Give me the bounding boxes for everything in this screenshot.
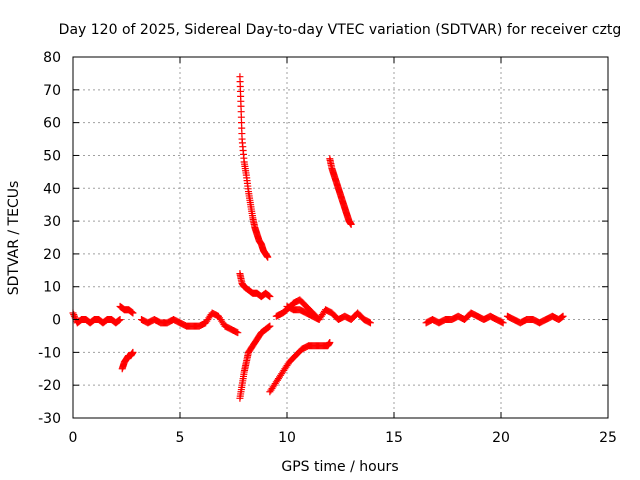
data-point [347, 220, 355, 228]
series-arc-neg-left [236, 322, 274, 402]
data-point [266, 293, 274, 301]
x-tick-label: 5 [176, 430, 185, 446]
plot-frame [72, 56, 609, 419]
data-point [129, 309, 137, 317]
series-baseline-morning [137, 309, 242, 337]
data-point [499, 319, 507, 327]
data-point [70, 312, 78, 320]
series-arc-2h-pos [116, 302, 137, 317]
x-tick-label: 20 [492, 430, 510, 446]
series-arc-2h [118, 348, 137, 373]
y-tick-label: -10 [38, 345, 61, 361]
chart-title: Day 120 of 2025, Sidereal Day-to-day VTE… [59, 22, 622, 38]
y-tick-label: -20 [38, 378, 61, 394]
marks-layer [69, 73, 567, 402]
y-axis-title: SDTVAR / TECUs [6, 181, 22, 296]
data-point [234, 329, 242, 337]
series-arc-steep-rise [236, 73, 272, 261]
x-tick-label: 25 [599, 430, 617, 446]
data-point [266, 322, 274, 330]
y-tick-label: 40 [43, 181, 61, 197]
x-axis-title: GPS time / hours [281, 459, 398, 475]
x-tick-label: 15 [385, 430, 403, 446]
y-tick-label: -30 [38, 411, 61, 427]
series-arc-neg-right [266, 339, 334, 396]
data-point [559, 312, 567, 320]
y-tick-label: 50 [43, 148, 61, 164]
y-tick-label: 10 [43, 280, 61, 296]
y-tick-label: 60 [43, 116, 61, 132]
data-point [129, 348, 137, 356]
y-tick-label: 30 [43, 214, 61, 230]
data-point [315, 316, 323, 324]
series-baseline-night [503, 312, 567, 327]
data-point [70, 311, 78, 319]
data-point [264, 253, 272, 261]
y-tick-label: 0 [52, 313, 61, 329]
y-tick-label: 20 [43, 247, 61, 263]
series-baseline-mix [283, 302, 323, 324]
series-arc-mid-left [236, 270, 274, 301]
ticks-layer: 0 5 10 15 20 25 -30 -20 -10 0 10 20 30 40 50 60 70 80 [38, 50, 617, 446]
y-tick-label: 80 [43, 50, 61, 66]
x-tick-label: 10 [278, 430, 296, 446]
data-point [326, 339, 334, 347]
y-tick-label: 70 [43, 83, 61, 99]
x-tick-label: 0 [69, 430, 78, 446]
data-point [116, 316, 124, 324]
series-baseline-evening [422, 309, 507, 327]
data-point [366, 319, 374, 327]
series-arc-drop-right [326, 155, 355, 228]
